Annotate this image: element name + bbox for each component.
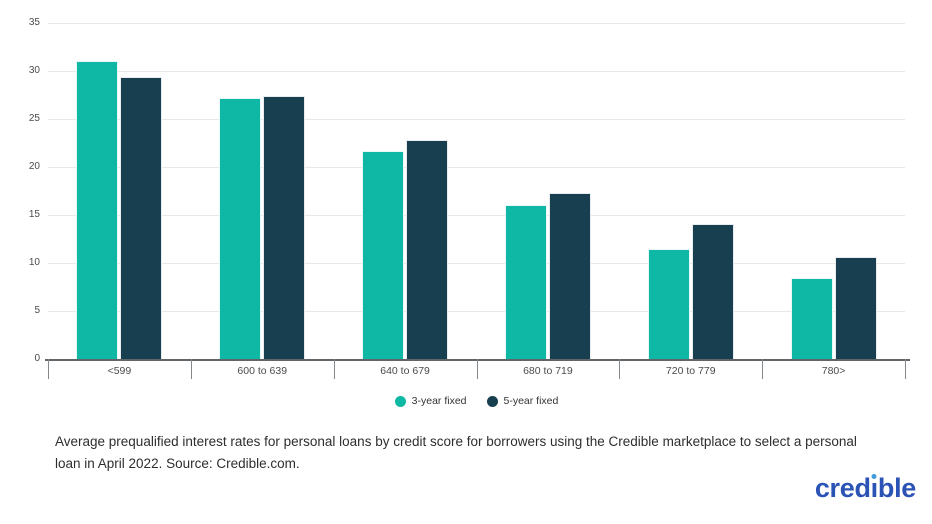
legend-label: 3-year fixed — [411, 395, 467, 407]
y-gridline — [48, 263, 905, 264]
x-axis-tick — [190, 359, 192, 379]
x-axis-category-label: 720 to 779 — [665, 365, 716, 377]
bar-5-year-fixed-5 — [691, 223, 734, 359]
bar-5-year-fixed-2 — [263, 95, 306, 359]
x-axis-tick — [762, 359, 764, 379]
bar-3-year-fixed-5 — [647, 248, 690, 359]
logo-letter-i: ı — [870, 473, 879, 503]
y-gridline — [48, 311, 905, 312]
y-axis-tick-label: 25 — [28, 113, 40, 124]
y-axis-tick-label: 35 — [28, 17, 40, 28]
x-axis-tick — [48, 359, 49, 379]
bar-5-year-fixed-6 — [834, 257, 877, 359]
x-axis-tick — [619, 359, 621, 379]
x-axis-category-label: 640 to 679 — [380, 365, 430, 377]
legend-item-5-year-fixed: 5-year fixed — [486, 395, 559, 407]
y-gridline — [48, 119, 905, 120]
bar-3-year-fixed-1 — [76, 61, 119, 359]
bar-chart: 0 5 10 15 20 25 30 35 <599 600 to 639 640 to 679 68… — [28, 17, 910, 379]
y-gridline — [48, 23, 905, 24]
bar-3-year-fixed-3 — [362, 150, 405, 359]
legend-label: 5-year fixed — [503, 395, 559, 407]
x-axis-category-label: 680 to 719 — [523, 365, 573, 377]
y-axis-tick-label: 20 — [28, 161, 40, 172]
y-axis-tick-label: 5 — [34, 305, 40, 316]
x-axis-tick — [905, 359, 906, 379]
y-gridline — [48, 71, 905, 72]
legend-item-3-year-fixed: 3-year fixed — [394, 395, 467, 407]
x-axis-line — [45, 359, 910, 361]
y-axis-tick-label: 0 — [34, 353, 40, 364]
y-axis-tick-label: 10 — [28, 257, 40, 268]
y-gridline — [48, 167, 905, 168]
bar-5-year-fixed-1 — [120, 76, 163, 359]
x-axis-category-label: 780> — [821, 365, 846, 377]
chart-caption: Average prequalified interest rates for … — [55, 433, 857, 472]
bar-3-year-fixed-4 — [504, 205, 547, 359]
logo-i-dot — [871, 474, 877, 479]
legend-color-dot — [486, 395, 498, 407]
legend-color-dot — [394, 395, 406, 407]
bar-5-year-fixed-4 — [548, 192, 591, 359]
bar-3-year-fixed-2 — [219, 97, 262, 359]
chart-legend: 3-year fixed 5-year fixed — [48, 395, 905, 407]
x-axis-tick — [333, 359, 335, 379]
credible-logo: credı ble — [814, 473, 916, 503]
bar-3-year-fixed-6 — [790, 278, 833, 359]
y-gridline — [48, 215, 905, 216]
x-axis-category-label: 600 to 639 — [237, 365, 288, 377]
y-axis-tick-label: 15 — [28, 209, 40, 220]
y-axis-tick-label: 30 — [28, 65, 40, 76]
bar-5-year-fixed-3 — [406, 140, 449, 359]
x-axis-tick — [476, 359, 478, 379]
x-axis-category-label: <599 — [107, 365, 132, 377]
